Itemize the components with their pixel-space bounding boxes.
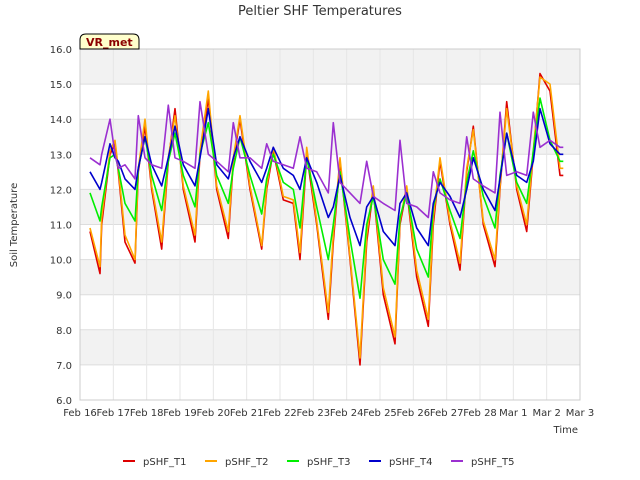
x-axis-label: Time <box>553 425 578 436</box>
legend-item-pshf-t2: pSHF_T2 <box>205 457 268 468</box>
plot-band <box>80 49 580 85</box>
x-tick-label: Mar 2 <box>532 408 560 419</box>
y-tick-label: 14.0 <box>50 115 72 126</box>
x-tick-label: Feb 26 <box>397 408 431 419</box>
legend-item-pshf-t1: pSHF_T1 <box>123 457 186 468</box>
vr-met-badge: VR_met <box>79 33 140 50</box>
y-tick-label: 6.0 <box>56 396 72 407</box>
y-tick-label: 7.0 <box>56 361 72 372</box>
y-tick-label: 12.0 <box>50 185 72 196</box>
x-tick-label: Feb 27 <box>430 408 464 419</box>
x-tick-label: Feb 25 <box>363 408 397 419</box>
y-tick-label: 11.0 <box>50 221 72 232</box>
chart-title: Peltier SHF Temperatures <box>238 4 402 19</box>
y-tick-label: 16.0 <box>50 45 72 56</box>
series-line-pshf-t2 <box>89 76 564 359</box>
plot-band <box>80 329 580 365</box>
x-tick-label: Feb 21 <box>230 408 264 419</box>
series-line-pshf-t3 <box>89 97 564 299</box>
legend-label: pSHF_T2 <box>225 457 268 468</box>
plot-band <box>80 364 580 400</box>
legend-label: pSHF_T1 <box>143 457 186 468</box>
y-tick-label: 15.0 <box>50 80 72 91</box>
vr-met-badge-text: VR_met <box>86 36 133 49</box>
x-tick-label: Feb 16 <box>63 408 97 419</box>
x-tick-label: Feb 18 <box>130 408 164 419</box>
plot-frame <box>79 48 581 401</box>
series-lines <box>89 72 564 366</box>
y-tick-label: 8.0 <box>56 326 72 337</box>
legend-label: pSHF_T4 <box>389 457 432 468</box>
x-tick-labels: Feb 16 Feb 17 Feb 18 Feb 19 Feb 20 Feb 21 Feb … <box>63 408 594 419</box>
x-tick-label: Feb 19 <box>163 408 197 419</box>
x-tick-label: Feb 22 <box>263 408 297 419</box>
x-tick-label: Feb 17 <box>97 408 131 419</box>
legend-label: pSHF_T5 <box>471 457 514 468</box>
x-tick-label: Feb 20 <box>197 408 231 419</box>
legend-item-pshf-t4: pSHF_T4 <box>369 457 432 468</box>
y-tick-label: 10.0 <box>50 256 72 267</box>
legend-item-pshf-t5: pSHF_T5 <box>451 457 514 468</box>
y-axis-label: Soil Temperature <box>9 183 20 268</box>
y-tick-label: 9.0 <box>56 291 72 302</box>
x-tick-label: Mar 3 <box>566 408 594 419</box>
x-tick-label: Feb 24 <box>330 408 364 419</box>
x-tick-label: Feb 23 <box>297 408 331 419</box>
plot-band <box>80 84 580 120</box>
legend-label: pSHF_T3 <box>307 457 350 468</box>
y-tick-labels: 6.0 7.0 8.0 9.0 10.0 11.0 12.0 13.0 14.0 15.0 16.0 <box>50 45 72 407</box>
x-tick-label: Feb 28 <box>463 408 497 419</box>
x-tick-label: Mar 1 <box>499 408 527 419</box>
series-line-pshf-t5 <box>89 100 564 219</box>
legend-item-pshf-t3: pSHF_T3 <box>287 457 350 468</box>
legend: pSHF_T1 pSHF_T2 pSHF_T3 pSHF_T4 pSHF_T5 <box>123 457 514 468</box>
y-tick-label: 13.0 <box>50 150 72 161</box>
